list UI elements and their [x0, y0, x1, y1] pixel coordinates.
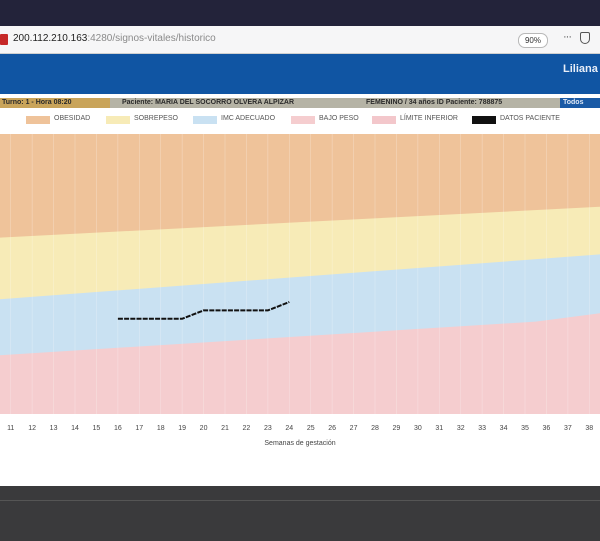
series-datos-paciente [117, 301, 290, 320]
x-tick-label: 16 [114, 425, 122, 432]
shield-icon[interactable] [580, 32, 590, 44]
shift-info: Turno: 1 - Hora 08:20 [0, 98, 110, 108]
x-tick-label: 28 [371, 425, 379, 432]
more-menu-icon[interactable]: ··· [563, 31, 572, 43]
legend-label: BAJO PESO [319, 115, 359, 122]
taskbar [0, 486, 600, 541]
patient-info-bar: Turno: 1 - Hora 08:20 Paciente: MARIA DE… [0, 98, 600, 108]
patient-name: Paciente: MARIA DEL SOCORRO OLVERA ALPIZ… [122, 99, 295, 106]
x-tick-label: 14 [71, 425, 79, 432]
legend-swatch [291, 116, 315, 124]
legend-label: IMC ADECUADO [221, 115, 276, 122]
app-header: Liliana [0, 54, 600, 94]
x-tick-label: 36 [543, 425, 551, 432]
x-tick-label: 27 [350, 425, 358, 432]
x-tick-label: 26 [328, 425, 336, 432]
legend-swatch [26, 116, 50, 124]
site-icon [0, 34, 8, 45]
legend-label: LÍMITE INFERIOR [400, 115, 458, 122]
legend-swatch [472, 116, 496, 124]
legend-swatch [106, 116, 130, 124]
x-axis-label: Semanas de gestación [264, 440, 335, 447]
screen-top-bar [0, 0, 600, 26]
x-tick-label: 18 [157, 425, 165, 432]
url-text[interactable]: 200.112.210.163:4280/signos-vitales/hist… [13, 33, 216, 44]
x-tick-label: 35 [521, 425, 529, 432]
legend-label: DATOS PACIENTE [500, 115, 560, 122]
x-tick-label: 17 [135, 425, 143, 432]
x-tick-label: 22 [243, 425, 251, 432]
x-tick-label: 34 [500, 425, 508, 432]
x-tick-label: 20 [200, 425, 208, 432]
x-tick-label: 29 [393, 425, 401, 432]
x-tick-label: 30 [414, 425, 422, 432]
x-tick-label: 25 [307, 425, 315, 432]
x-tick-label: 37 [564, 425, 572, 432]
x-tick-label: 33 [478, 425, 486, 432]
x-tick-label: 11 [7, 425, 14, 432]
user-name[interactable]: Liliana [563, 63, 598, 75]
zoom-badge[interactable]: 90% [518, 33, 548, 48]
x-tick-label: 24 [285, 425, 293, 432]
url-host: 200.112.210.163 [13, 33, 88, 44]
legend-label: SOBREPESO [134, 115, 178, 122]
band-bajo-peso [0, 313, 600, 414]
x-tick-label: 13 [50, 425, 58, 432]
taskbar-divider [0, 500, 600, 501]
x-tick-label: 31 [435, 425, 443, 432]
legend-swatch [372, 116, 396, 124]
chart-legend: OBESIDAD SOBREPESO IMC ADECUADO BAJO PES… [0, 114, 600, 126]
legend-label: OBESIDAD [54, 115, 91, 122]
address-bar[interactable]: 200.112.210.163:4280/signos-vitales/hist… [0, 26, 600, 54]
x-tick-label: 21 [221, 425, 229, 432]
url-path: :4280/signos-vitales/historico [87, 33, 216, 44]
x-tick-label: 12 [28, 425, 36, 432]
x-tick-label: 19 [178, 425, 186, 432]
x-tick-label: 23 [264, 425, 272, 432]
x-tick-label: 38 [585, 425, 593, 432]
extra-tab[interactable]: Todos [560, 98, 600, 108]
legend-swatch [193, 116, 217, 124]
x-tick-label: 32 [457, 425, 465, 432]
x-tick-label: 15 [93, 425, 101, 432]
patient-demographics: FEMENINO / 34 años ID Paciente: 788875 [366, 99, 503, 106]
